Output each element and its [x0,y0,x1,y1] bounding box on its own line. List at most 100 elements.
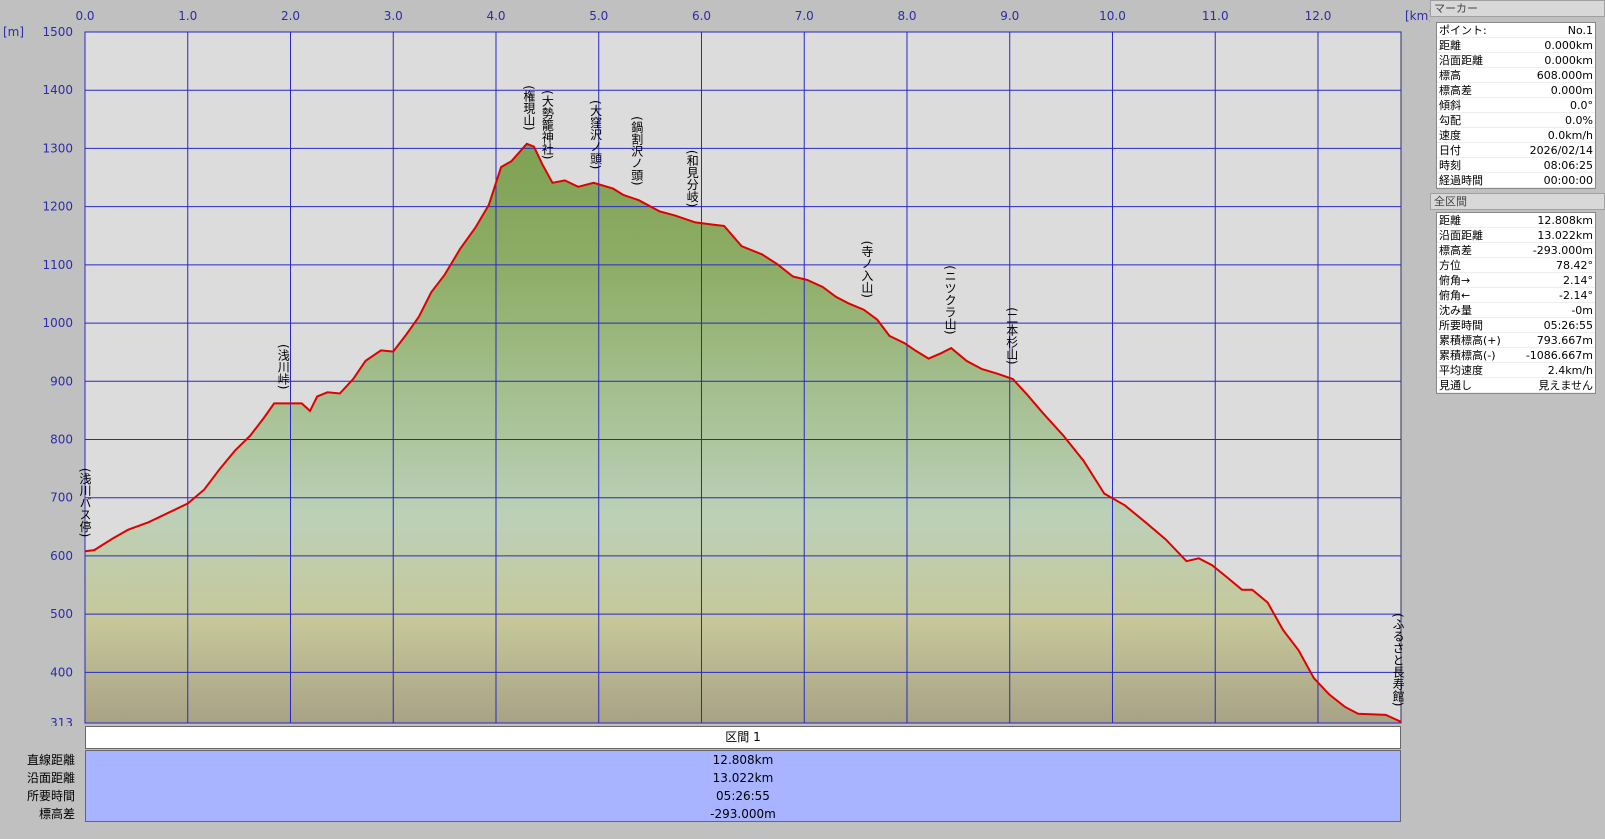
panel-title: マーカー [1430,0,1605,17]
panel-key: 俯角→ [1439,274,1471,287]
y-tick-label: 1300 [42,141,73,155]
y-tick-label: 1000 [42,316,73,330]
panel-key: 沈み量 [1439,304,1472,317]
panel-row: 日付 2026/02/14 [1437,143,1595,158]
panel-key: 標高 [1439,69,1461,82]
section-row-label: 沿面距離 [26,771,75,785]
panel-value: 0.000km [1544,39,1593,52]
y-tick-label: 700 [50,491,73,505]
waypoint-label: (和見分岐) [685,150,699,207]
panel-key: 速度 [1439,129,1461,142]
panel-row: 傾斜 0.0° [1437,98,1595,113]
y-unit: [m] [3,25,24,39]
panel-value: 2.4km/h [1547,364,1593,377]
panel-key: 累積標高(-) [1439,349,1496,362]
panel-title: 全区間 [1430,193,1605,210]
panel-key: 見通し [1439,379,1472,392]
panel-key: 時刻 [1439,159,1461,172]
panel-key: 距離 [1439,214,1461,227]
waypoint-label: (浅川峠) [276,344,290,389]
section-row-value: 13.022km [712,771,774,785]
section-row-value: 05:26:55 [716,789,770,803]
panel-table: 距離 12.808km 沿面距離 13.022km 標高差 -293.000m 方位 78.4… [1436,212,1596,394]
panel-key: 標高差 [1439,84,1472,97]
panel-value: 608.000m [1536,69,1593,82]
x-tick-label: 7.0 [795,9,814,23]
panel-key: 方位 [1439,259,1461,272]
x-tick-label: 5.0 [589,9,608,23]
section-row-label: 直線距離 [26,753,75,767]
panel-value: -293.000m [1532,244,1593,257]
panel-value: -0m [1571,304,1593,317]
x-tick-label: 12.0 [1305,9,1332,23]
panel-row: 距離 0.000km [1437,38,1595,53]
y-tick-label: 1500 [42,25,73,39]
x-tick-label: 9.0 [1000,9,1019,23]
section-row-label: 標高差 [38,807,75,821]
panel-row: 標高 608.000m [1437,68,1595,83]
waypoint-label: (寺ノ入山) [860,241,874,298]
x-tick-label: 3.0 [384,9,403,23]
panel-row: 勾配 0.0% [1437,113,1595,128]
y-tick-label: 900 [50,374,73,388]
profile-chart: [m] [km] 313 400 500 600 700 800 900 1000 1100 12… [3,9,1430,726]
panel-key: 標高差 [1439,244,1472,257]
panel-value: 0.0° [1570,99,1593,112]
panel-row: 標高差 -293.000m [1437,243,1595,258]
panel-key: ポイント: [1439,24,1487,37]
panel-value: -1086.667m [1525,349,1593,362]
panel-value: No.1 [1567,24,1593,37]
panel-key: 平均速度 [1439,364,1483,377]
waypoint-label: (鍋割沢ノ頭) [630,116,644,185]
panel-row: 累積標高(-) -1086.667m [1437,348,1595,363]
panel-row: 速度 0.0km/h [1437,128,1595,143]
panel-key: 俯角← [1439,289,1471,302]
x-tick-label: 0.0 [75,9,94,23]
panel-row: 沿面距離 13.022km [1437,228,1595,243]
x-tick-label: 8.0 [897,9,916,23]
panel-key: 日付 [1439,144,1461,157]
section-header: 区間 1 [85,726,1401,749]
panel-row: 累積標高(+) 793.667m [1437,333,1595,348]
panel-row: 標高差 0.000m [1437,83,1595,98]
panel-row: 俯角← -2.14° [1437,288,1595,303]
panel-value: 見えません [1538,379,1593,392]
panel-row: 見通し 見えません [1437,378,1595,393]
panel-key: 累積標高(+) [1439,334,1501,347]
section-row-label: 所要時間 [26,789,75,803]
waypoint-label: (大勢籠神社) [540,90,554,159]
x-tick-label: 11.0 [1202,9,1229,23]
panel-value: 2026/02/14 [1529,144,1593,157]
panel-value: 0.0km/h [1547,129,1593,142]
y-tick-label: 800 [50,432,73,446]
panel-row: 経過時間 00:00:00 [1437,173,1595,188]
panel-key: 距離 [1439,39,1461,52]
y-tick-label: 1200 [42,200,73,214]
waypoint-label: (権現山) [522,85,536,130]
x-tick-label: 10.0 [1099,9,1126,23]
x-tick-label: 2.0 [281,9,300,23]
panel-table: ポイント: No.1 距離 0.000km 沿面距離 0.000km 標高 608.000m 標… [1436,22,1596,189]
x-tick-label: 6.0 [692,9,711,23]
panel-row: 時刻 08:06:25 [1437,158,1595,173]
panel-key: 傾斜 [1439,99,1461,112]
panel-value: 2.14° [1563,274,1593,287]
panel-value: 78.42° [1556,259,1593,272]
y-tick-label: 400 [50,665,73,679]
waypoint-label: (二本杉山) [1005,307,1019,364]
waypoint-label: (ふるさと長寿館) [1391,613,1405,706]
section-row-value: -293.000m [710,807,776,821]
panel-row: ポイント: No.1 [1437,23,1595,38]
panel-key: 沿面距離 [1439,54,1483,67]
panel-value: 0.0% [1565,114,1593,127]
panel-value: 12.808km [1537,214,1593,227]
panel-value: -2.14° [1559,289,1593,302]
waypoint-label: (ニツクラ山) [943,265,957,334]
waypoint-label: (大窪沢ノ頭) [589,100,603,169]
section-body [85,750,1401,822]
panel-value: 793.667m [1536,334,1593,347]
y-tick-label: 500 [50,607,73,621]
section-row-value: 12.808km [712,753,774,767]
panel-key: 勾配 [1439,114,1461,127]
